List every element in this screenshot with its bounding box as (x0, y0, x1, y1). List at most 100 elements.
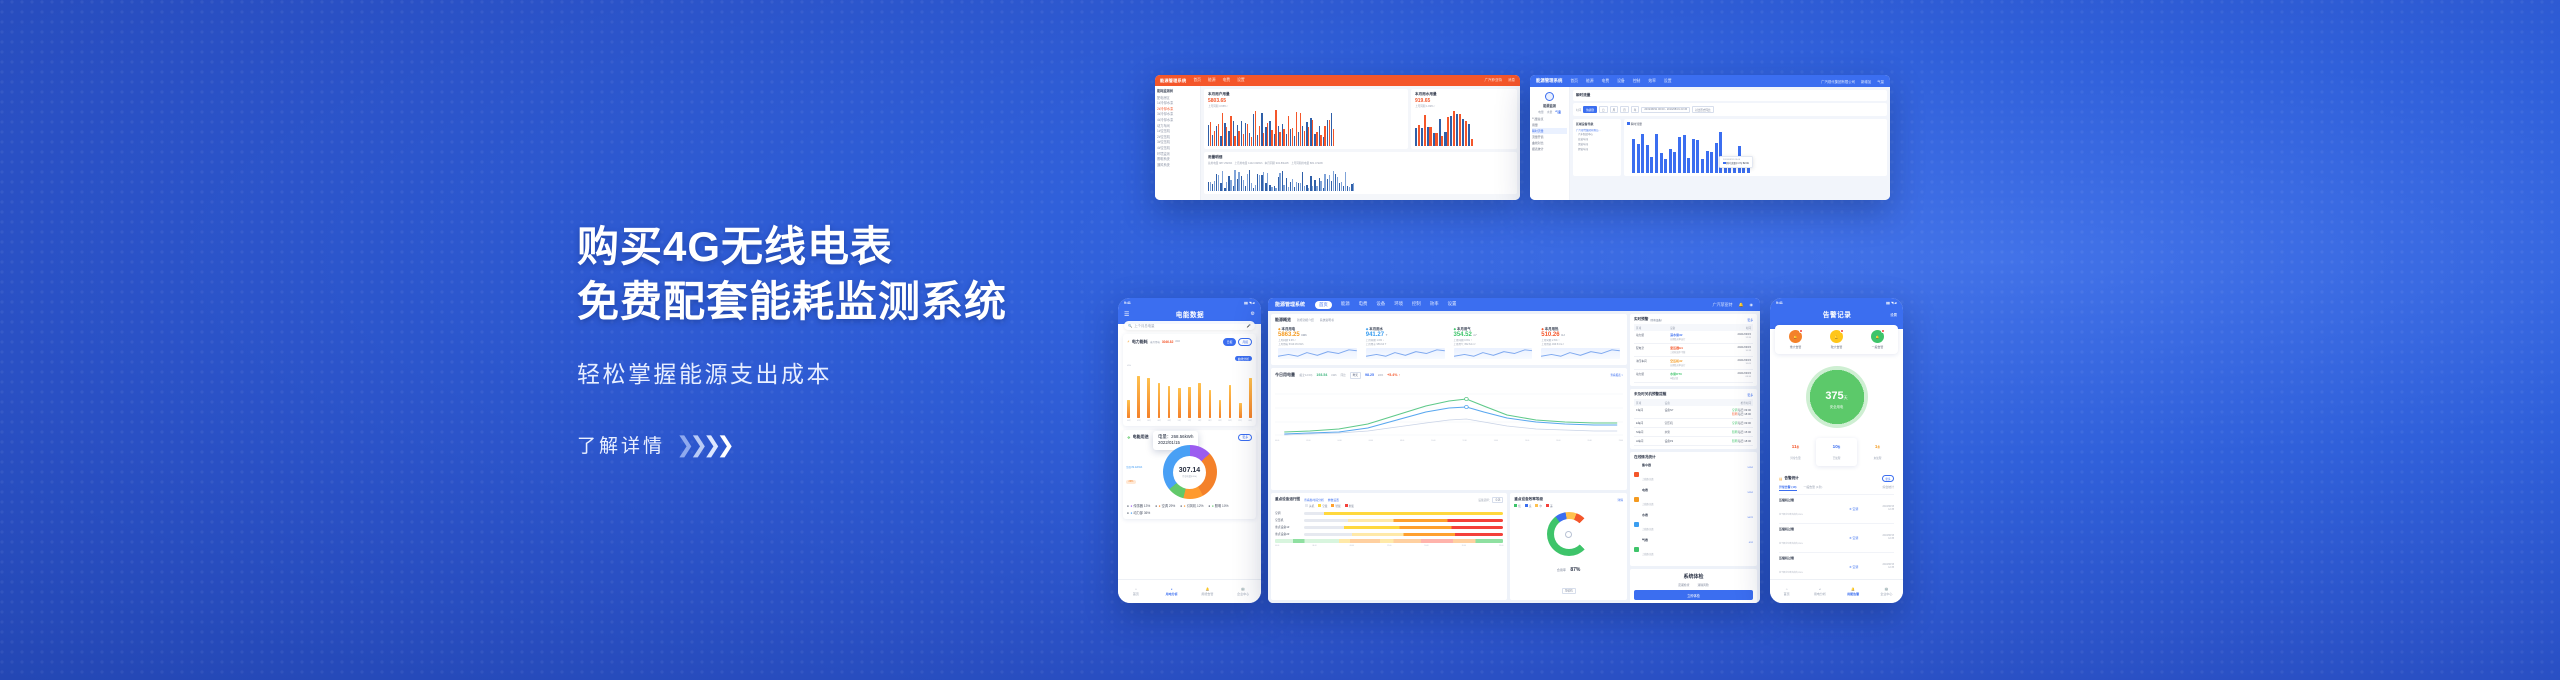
d3-report-link[interactable]: 查看报表 > (1610, 374, 1623, 377)
p1-curve-analysis-button[interactable]: 曲线分析 (1234, 355, 1252, 362)
p2-tab-1[interactable]: 一般告警 (1条) (1803, 485, 1823, 489)
gear-icon[interactable]: ⚙ (1250, 311, 1255, 317)
d1-tree-item-1[interactable]: 1#冷却水泵 (1157, 101, 1174, 106)
d2-node-1[interactable]: 总装车间 (1578, 138, 1589, 141)
p2-list-tabs[interactable]: 异常告警 (10) 一般告警 (1条) 综合统计 (1779, 485, 1894, 491)
d2-node-2[interactable]: 涂装车间 (1578, 143, 1589, 146)
p1-more-wrap[interactable]: 更多 (1238, 433, 1252, 442)
d3-off-more[interactable]: 更多 (1747, 392, 1753, 397)
d2-filter-range[interactable]: 2019/08/31 00:00 - 2019/08/31 23:45 (1641, 106, 1691, 113)
d1-tree-item-0[interactable]: 配电房区 (1157, 95, 1170, 100)
d1-tree-item-7[interactable]: 2#空压机 (1157, 134, 1171, 139)
list-item[interactable]: 压缩机过载 连于额定功率负荷的120% ❄ 空调 2018/08/15 12:35 (1779, 552, 1894, 581)
p1-nav-alarm[interactable]: 🔔 用能告警 (1190, 580, 1226, 603)
d2-side-menu[interactable]: 气量总览 用量 瞬时流量 流量开值 曲线对比 报表统计 (1532, 116, 1567, 153)
table-row[interactable]: 动力组 深水泵3# 长期低功率运行 2021/03/15 12:35 (1634, 331, 1753, 344)
d2-filters[interactable]: 时间 快捷键 日 周 月 年 2019/08/31 00:00 - 2019/0… (1573, 103, 1887, 116)
table-row[interactable]: E车间 空压机 空调 每日 09:00 (1634, 418, 1753, 428)
p2-nav-enterprise[interactable]: 🏢 企业中心 (1870, 580, 1903, 603)
p2-bell-item[interactable]: 🔔 重大告警 (1775, 329, 1816, 349)
d2-filter-2[interactable]: 日 (1598, 106, 1608, 113)
screenshot-mobile-alarm-record[interactable]: 9:41 ▮▮ ◥ ▰ 告警记录 设置 🔔 重大告警 🔔 较大告警 🔔 一般告警 375天… (1770, 298, 1903, 603)
d2-nav-item-6[interactable]: 设置 (1663, 78, 1672, 83)
d1-nav[interactable]: 首页 能源 电费 设置 (1193, 78, 1244, 83)
d1-tree-item-5[interactable]: 动力车间 (1157, 123, 1170, 128)
d3-nav[interactable]: 首页 能源 电费 设备 环境 控制 效率 设置 (1315, 300, 1456, 309)
d2-filter-compare[interactable]: 对比历史同比 (1692, 106, 1714, 113)
d3-overview-link-1[interactable]: 系统说明书 (1319, 318, 1334, 322)
table-row[interactable]: N车间 水泵 照明 每日 15:00 (1634, 427, 1753, 437)
d2-nav-item-4[interactable]: 控制 (1632, 78, 1641, 83)
p2-list-more[interactable]: 更多 (1881, 475, 1894, 482)
d1-tree-item-4[interactable]: 4#冷却水泵 (1157, 117, 1174, 122)
d3-overview-link-0[interactable]: 新增功能介绍 (1297, 318, 1314, 322)
d2-menu-1[interactable]: 用量 (1532, 123, 1538, 128)
d2-tree-nodes[interactable]: 汽车制造中心 总装车间 涂装车间 焊装车间 (1576, 132, 1618, 152)
d2-gas[interactable]: 气量 (1877, 79, 1884, 84)
d1-user-area[interactable]: 广汽菲亚特 消息 (1485, 78, 1516, 83)
d2-menu-2[interactable]: 瞬时流量 (1532, 128, 1567, 135)
d2-filter-1[interactable]: 快捷键 (1583, 106, 1597, 113)
d3-nav-item-1[interactable]: 能源 (1340, 300, 1350, 306)
table-row[interactable]: 冲压车间 空压机3# 长期低功率运行 2021/03/15 10:05 (1634, 356, 1753, 370)
d3-nav-item-3[interactable]: 设备 (1376, 300, 1386, 306)
d2-menu-0[interactable]: 气量总览 (1532, 117, 1544, 121)
d2-tab-2[interactable]: 气量 (1555, 110, 1561, 114)
p1-search[interactable]: 🔍 上个月总电量 🎤 (1124, 321, 1255, 330)
bell-icon[interactable]: 🔔 (1738, 301, 1744, 307)
d3-line-select[interactable]: 昨天 (1349, 371, 1361, 379)
d2-tab-0[interactable]: 电量 (1538, 110, 1544, 114)
d1-tree-item-9[interactable]: 4#空压机 (1157, 145, 1171, 150)
p1-tab-daily[interactable]: 日报 (1222, 338, 1237, 346)
p2-bell-item[interactable]: 🔔 一般告警 (1857, 329, 1898, 349)
d2-tree-panel[interactable]: 区域设备导航 广汽现代集团有限公... 汽车制造中心 总装车间 涂装车间 焊装车… (1573, 119, 1621, 176)
p2-tab-0[interactable]: 异常告警 (10) (1779, 485, 1797, 491)
d1-tree[interactable]: 能耗监测树 配电房区 1#冷却水泵 2#冷却水泵 3#冷却水泵 4#冷却水泵 动… (1157, 89, 1198, 168)
screenshot-desktop-energy-report[interactable]: 能源管理系统 首页 能源 电费 设置 广汽菲亚特 消息 能耗监测树 配电房区 1… (1155, 75, 1520, 200)
d1-tree-item-3[interactable]: 3#冷却水泵 (1157, 112, 1174, 117)
p1-nav-enterprise[interactable]: 🏢 企业中心 (1225, 580, 1261, 603)
d2-tree-root[interactable]: 广汽现代集团有限公... (1576, 129, 1601, 132)
d2-nav-item-5[interactable]: 效率 (1648, 78, 1656, 83)
learn-more-button[interactable]: 了解详情 ❯ ❯ ❯ ❯ (577, 431, 1197, 458)
p2-stat-item[interactable]: 10条 已处理 (1816, 438, 1857, 466)
d2-filter-3[interactable]: 周 (1609, 106, 1619, 113)
d1-tree-item-6[interactable]: 1#空压机 (1157, 129, 1171, 134)
p1-nav-home[interactable]: ⌂ 首页 (1118, 580, 1154, 603)
d1-tree-item-2[interactable]: 2#冷却水泵 (1157, 106, 1174, 111)
p2-stat-item[interactable]: 1条 未处理 (1857, 438, 1898, 466)
d2-side-tabs[interactable]: 电量 水量 气量 (1532, 110, 1567, 114)
d1-tree-item-12[interactable]: 通风系统 (1157, 162, 1170, 167)
d3-nav-item-2[interactable]: 电费 (1358, 300, 1368, 306)
table-row[interactable]: 动力组 水泵KT3 B相过流 2021/03/15 08:36 (1634, 369, 1753, 383)
d2-tab-1[interactable]: 水量 (1546, 110, 1553, 114)
avatar[interactable]: ◉ (1749, 301, 1754, 307)
d2-menu-5[interactable]: 报表统计 (1532, 147, 1544, 152)
d2-menu-3[interactable]: 流量开值 (1532, 135, 1544, 140)
d2-user-area[interactable]: 广汽现代集团有限公司 新增加 气量 (1821, 79, 1884, 84)
d1-tree-item-10[interactable]: 环境监测 (1157, 151, 1170, 156)
screenshot-desktop-overview[interactable]: 能源管理系统 首页 能源 电费 设备 环境 控制 效率 设置 广汽菲亚特 🔔 ◉ (1268, 298, 1760, 603)
d2-nav[interactable]: 首页 能源 电费 设备 控制 效率 设置 (1570, 79, 1671, 84)
screenshot-desktop-flow[interactable]: 能源管理系统 首页 能源 电费 设备 控制 效率 设置 广汽现代集团有限公司 新… (1530, 75, 1890, 200)
p2-nav-alarm[interactable]: 🔔 用能告警 (1837, 580, 1870, 603)
mic-icon[interactable]: 🎤 (1246, 323, 1251, 328)
p1-curve-btn-wrap[interactable]: 曲线分析 (1127, 347, 1252, 365)
d2-nav-item-0[interactable]: 首页 (1570, 78, 1578, 83)
d1-nav-item-2[interactable]: 电费 (1222, 78, 1231, 82)
p1-more-button[interactable]: 更多 (1238, 433, 1252, 442)
p2-bottom-nav[interactable]: ⌂ 首页 ◕ 用电分析 🔔 用能告警 🏢 企业中心 (1770, 579, 1903, 603)
p2-header-right[interactable]: 设置 (1890, 312, 1897, 317)
p2-stats-row[interactable]: 11条 异常告警 10条 已处理 1条 未处理 (1775, 438, 1898, 466)
d1-nav-item-0[interactable]: 首页 (1193, 78, 1201, 82)
d2-menu-4[interactable]: 曲线对比 (1532, 141, 1544, 146)
p1-nav-analysis[interactable]: ◕ 用电分析 (1154, 580, 1190, 603)
p1-tab-monthly[interactable]: 月报 (1238, 338, 1252, 346)
table-row[interactable]: H车间 设备F9 照明 每日 18:00 (1634, 436, 1753, 446)
p2-bell-item[interactable]: 🔔 较大告警 (1816, 329, 1857, 349)
p2-nav-analysis[interactable]: ◕ 用电分析 (1803, 580, 1836, 603)
d1-tree-item-8[interactable]: 3#空压机 (1157, 140, 1171, 145)
list-item[interactable]: 压缩机过载 连于额定功率负荷的120% ❄ 空调 2018/08/15 12:35 (1779, 494, 1894, 523)
d1-sidebar[interactable]: 能耗监测树 配电房区 1#冷却水泵 2#冷却水泵 3#冷却水泵 4#冷却水泵 动… (1155, 86, 1201, 200)
d3-company[interactable]: 广汽菲亚特 (1712, 301, 1733, 307)
